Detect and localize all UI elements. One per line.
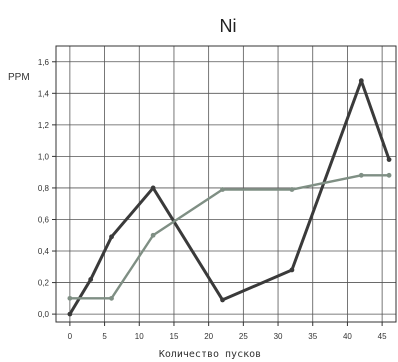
data-point <box>220 187 225 192</box>
data-point <box>150 185 156 191</box>
series-line <box>69 174 390 300</box>
axis-ticks: 0,0 0,2 0,4 0,6 0,8 1,0 1,2 1,4 1,6 0 5 10 15 20 25 30 3… <box>38 58 387 341</box>
x-tick-label: 25 <box>239 332 248 341</box>
y-tick-label: 0,0 <box>38 310 50 319</box>
data-point <box>386 172 392 178</box>
data-point <box>67 295 73 301</box>
x-tick-label: 10 <box>135 332 144 341</box>
y-tick-label: 1,0 <box>38 152 50 161</box>
data-point <box>67 311 73 317</box>
x-tick-label: 20 <box>204 332 213 341</box>
x-tick-label: 35 <box>308 332 317 341</box>
x-tick-label: 0 <box>68 332 73 341</box>
series-group <box>67 78 392 317</box>
plot-area <box>55 45 397 323</box>
data-point <box>109 295 114 301</box>
x-tick-label: 5 <box>102 332 107 341</box>
series-1 <box>67 78 392 317</box>
data-point <box>289 267 295 273</box>
x-tick-label: 40 <box>343 332 352 341</box>
data-point <box>109 234 114 240</box>
y-tick-label: 0,6 <box>38 215 50 224</box>
y-tick-label: 1,2 <box>38 121 50 130</box>
data-point <box>358 78 364 84</box>
y-tick-label: 1,4 <box>38 89 50 98</box>
grid <box>56 46 396 322</box>
x-tick-label: 15 <box>170 332 179 341</box>
data-point <box>386 157 392 162</box>
series-2 <box>67 172 392 301</box>
x-axis-title: Количество пусков <box>159 349 261 360</box>
data-point <box>150 232 156 238</box>
y-axis-title: PPM <box>8 72 30 83</box>
y-tick-label: 0,2 <box>38 279 50 288</box>
x-tick-label: 30 <box>274 332 283 341</box>
data-point <box>289 187 295 192</box>
y-tick-label: 0,4 <box>38 247 50 256</box>
series-line <box>68 79 391 315</box>
y-tick-label: 1,6 <box>38 58 50 67</box>
x-tick-label: 45 <box>378 332 387 341</box>
chart-title: Ni <box>220 16 237 36</box>
data-point <box>358 172 364 178</box>
data-point <box>88 277 94 282</box>
y-tick-label: 0,8 <box>38 184 50 193</box>
data-point <box>220 297 225 303</box>
